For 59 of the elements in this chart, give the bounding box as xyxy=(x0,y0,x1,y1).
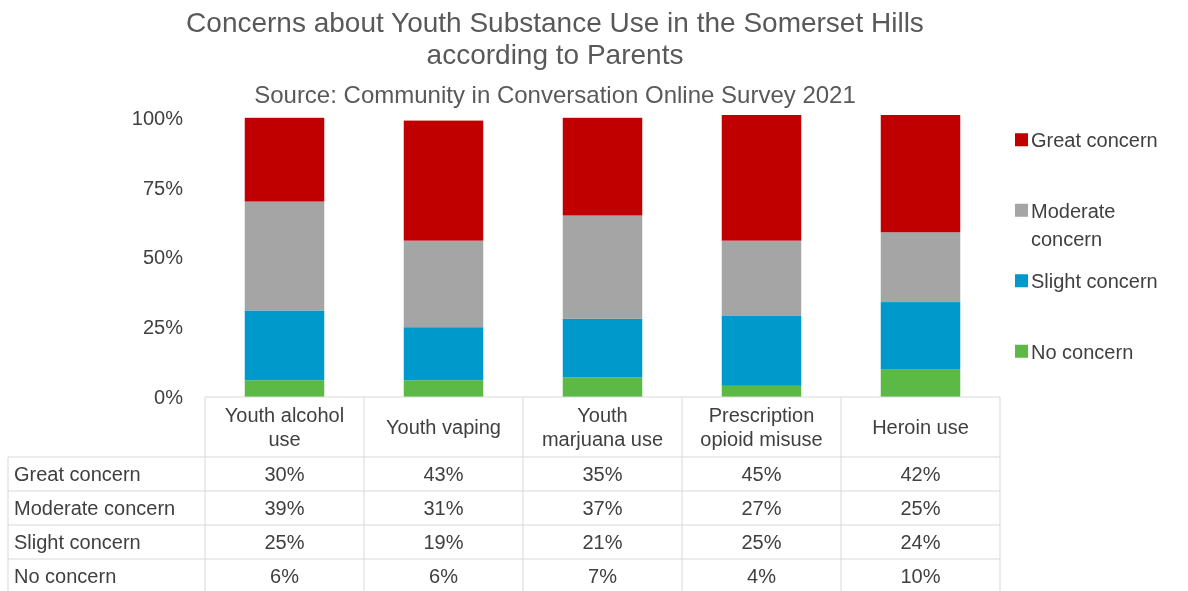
legend-label: Great concern xyxy=(1031,129,1158,152)
y-tick-label: 0% xyxy=(154,386,184,408)
data-label: 19% xyxy=(423,531,464,553)
data-label: 4% xyxy=(747,565,777,587)
bar xyxy=(880,302,961,370)
bar xyxy=(403,120,484,241)
data-label: 25% xyxy=(264,531,305,553)
data-label: 43% xyxy=(423,463,464,485)
text: Moderate concern xyxy=(14,497,176,519)
data-label: 37% xyxy=(582,497,623,519)
bar xyxy=(721,240,802,317)
bar xyxy=(721,115,802,241)
x-tick-label: Prescription opioid misuse xyxy=(700,404,823,450)
bar xyxy=(880,232,961,303)
bar xyxy=(244,117,325,202)
y-tick-label: 50% xyxy=(142,246,184,269)
bar xyxy=(403,240,484,328)
data-label: 45% xyxy=(741,463,782,485)
data-label: 35% xyxy=(582,463,623,485)
bar xyxy=(244,380,325,397)
data-label: 6% xyxy=(270,565,300,587)
data-label: 7% xyxy=(588,565,618,587)
data-label: 6% xyxy=(429,565,459,587)
text: No concern xyxy=(14,565,117,587)
y-tick-label: 75% xyxy=(142,176,184,199)
data-label: 42% xyxy=(900,463,941,485)
data-label: 27% xyxy=(741,497,782,519)
bar xyxy=(721,316,802,386)
legend-label: Slight concern xyxy=(1031,270,1158,293)
bar xyxy=(880,115,961,233)
chart-subtitle: Source: Community in Conversation Online Survey 2021 xyxy=(254,81,856,108)
bar xyxy=(562,215,643,319)
bar xyxy=(244,201,325,311)
data-label: 31% xyxy=(423,497,464,519)
data-label: 21% xyxy=(582,531,623,553)
bar xyxy=(403,327,484,381)
data-label: 10% xyxy=(900,565,941,587)
bar xyxy=(562,377,643,397)
x-tick-label: Youth vaping xyxy=(386,416,501,438)
bar xyxy=(562,318,643,378)
legend-label: No concern xyxy=(1031,340,1134,363)
data-label: 25% xyxy=(741,531,782,553)
bar xyxy=(403,380,484,397)
data-label: 25% xyxy=(900,497,941,519)
data-label: 30% xyxy=(264,463,305,485)
chart-title: Concerns about Youth Substance Use in the Somerset Hills according to Parents xyxy=(186,7,924,70)
bar xyxy=(244,310,325,381)
text: Great concern xyxy=(14,463,141,485)
y-tick-label: 100% xyxy=(131,106,184,129)
data-label: 24% xyxy=(900,531,941,553)
y-tick-label: 25% xyxy=(142,316,184,339)
legend-label: Moderate concern xyxy=(1031,199,1116,250)
data-label: 39% xyxy=(264,497,305,519)
bar xyxy=(562,117,643,216)
text: Slight concern xyxy=(14,531,141,553)
x-tick-label: Heroin use xyxy=(872,416,969,438)
x-tick-label: Youth alcohol use xyxy=(224,404,345,450)
bar xyxy=(880,369,961,397)
x-tick-label: Youth marjuana use xyxy=(541,404,664,450)
